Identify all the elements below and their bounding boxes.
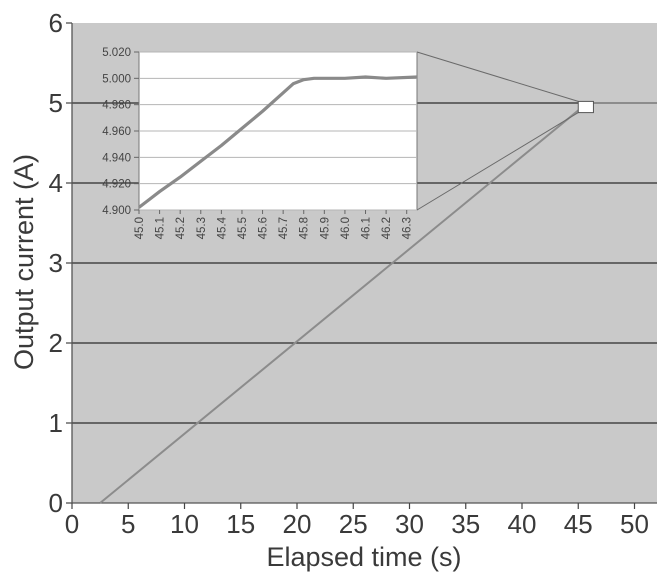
inset-y-tick-label: 4.900: [102, 205, 131, 217]
x-tick-label: 5: [121, 509, 135, 539]
x-tick-label: 15: [226, 509, 255, 539]
inset-y-tick-label: 4.920: [102, 179, 131, 191]
inset-x-tick-label: 46.1: [361, 217, 373, 239]
inset-x-tick-label: 46.2: [381, 217, 393, 239]
zoom-box: [577, 100, 594, 114]
inset-y-tick-label: 4.940: [102, 152, 131, 164]
inset-x-tick-label: 45.7: [278, 217, 290, 239]
y-tick-label: 3: [49, 248, 63, 278]
inset-y-tick-label: 5.020: [102, 47, 131, 59]
inset-series-line: [138, 75, 418, 209]
x-tick-label: 45: [564, 509, 593, 539]
inset-x-tick-label: 45.8: [299, 217, 311, 239]
inset-x-tick-label: 46.0: [340, 217, 352, 239]
x-tick-label: 20: [283, 509, 312, 539]
x-tick-label: 10: [170, 509, 199, 539]
inset-x-tick-label: 45.3: [196, 217, 208, 239]
inset-y-tick-label: 4.980: [102, 100, 131, 112]
x-axis-title: Elapsed time (s): [266, 542, 461, 572]
x-tick-label: 25: [339, 509, 368, 539]
x-tick-label: 30: [395, 509, 424, 539]
x-tick-label: 50: [620, 509, 649, 539]
y-tick-label: 5: [49, 88, 63, 118]
y-tick-label: 2: [49, 328, 63, 358]
inset-x-tick-label: 45.5: [237, 217, 249, 239]
inset-x-tick-label: 45.6: [258, 217, 270, 239]
zoom-connector: [416, 51, 579, 102]
inset-x-tick-label: 46.3: [402, 217, 414, 239]
y-tick-label: 0: [49, 488, 63, 518]
x-tick-label: 35: [451, 509, 480, 539]
inset-y-tick-label: 5.000: [102, 73, 131, 85]
inset-x-tick-label: 45.4: [216, 216, 228, 239]
inset-x-tick-label: 45.2: [175, 217, 187, 239]
zoom-connector: [416, 112, 579, 211]
inset-x-tick-label: 45.0: [134, 217, 146, 239]
y-tick-label: 6: [49, 8, 63, 38]
inset-y-tick-label: 4.960: [102, 126, 131, 138]
x-tick-label: 0: [65, 509, 79, 539]
x-tick-label: 40: [508, 509, 537, 539]
inset-x-tick-label: 45.1: [155, 217, 167, 239]
inset-x-tick-label: 45.9: [319, 217, 331, 239]
y-axis-title: Output current (A): [9, 154, 39, 370]
inset-plot: 4.900 4.920 4.940 4.960 4.980 5.000 5.020 45.0 4…: [102, 47, 594, 239]
y-tick-label: 1: [49, 408, 63, 438]
y-tick-label: 4: [49, 168, 63, 198]
